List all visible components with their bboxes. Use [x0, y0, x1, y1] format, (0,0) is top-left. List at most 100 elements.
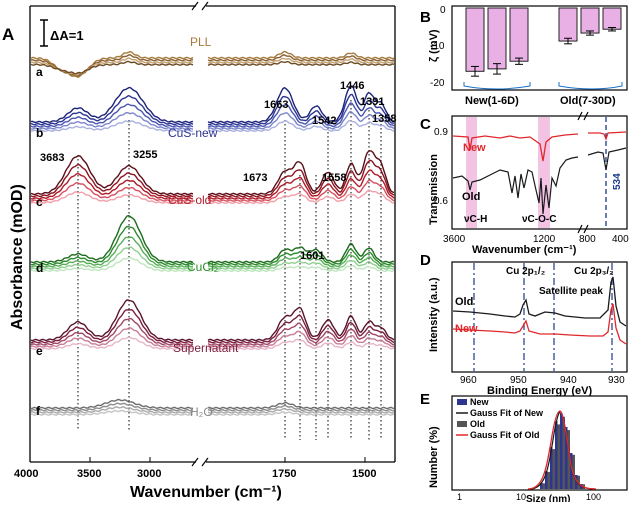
label-cu2p32: Cu 2p₃/₂	[574, 266, 614, 277]
spectrum-trace	[30, 317, 395, 346]
panel-a-xlabel: Wavenumber (cm⁻¹)	[130, 484, 282, 501]
panel-c-ylabel: Transmission	[428, 154, 440, 225]
panel-e-xtick-100: 100	[586, 492, 601, 502]
hist-bar-old	[547, 471, 550, 489]
panel-b: B ζ (mV) 0 -10 -20 New(1-6D) Old(7-30D)	[420, 5, 628, 107]
zeta-bar-2	[487, 7, 507, 70]
x-ticks	[29, 457, 366, 462]
spectrum-trace	[30, 110, 395, 130]
group-old-bracket	[558, 82, 623, 90]
panel-c-letter: C	[420, 116, 431, 133]
axis-break-marks	[191, 1, 209, 467]
panel-b-ytick-neg10: -10	[430, 41, 445, 52]
peak-label-1673: 1673	[243, 172, 267, 184]
spectrum-trace	[30, 60, 395, 75]
hist-bar-old	[562, 416, 565, 489]
spectrum-trace	[30, 326, 395, 348]
panel-d-xtick-930: 930	[608, 375, 625, 386]
x-tick-3000: 3000	[137, 468, 161, 480]
panel-e-xlabel: Size (nm)	[526, 494, 570, 502]
row-letter-d: d	[36, 261, 43, 275]
spectrum-trace	[30, 159, 395, 198]
label-new-d: New	[455, 323, 478, 335]
spectrum-trace	[30, 169, 395, 200]
label-coc: νC-O-C	[522, 214, 556, 225]
peak-label-1542: 1542	[312, 115, 336, 127]
panel-e-legend: New Gauss Fit of New Old Gauss Fit of Ol…	[456, 397, 544, 440]
zeta-bar-3	[509, 7, 529, 62]
peak-label-1391: 1391	[360, 96, 384, 108]
spectrum-trace	[30, 179, 395, 202]
hist-bar-new	[540, 483, 543, 489]
label-534: 534	[612, 173, 623, 190]
x-tick-3500: 3500	[77, 468, 101, 480]
spectrum-trace	[30, 119, 395, 133]
hist-bar-old	[557, 424, 560, 489]
spectra-traces	[30, 50, 395, 416]
x-tick-4000: 4000	[14, 468, 38, 480]
spectrum-new	[452, 131, 627, 162]
spectrum-trace	[30, 225, 395, 266]
spectrum-old	[452, 147, 627, 215]
peak-label-1358: 1358	[372, 113, 396, 125]
label-satellite: Satellite peak	[539, 286, 603, 297]
label-old-d: Old	[455, 296, 473, 308]
label-cu2p12: Cu 2p₁/₂	[506, 266, 545, 277]
group-new-label: New(1-6D)	[465, 95, 519, 107]
panel-a-letter: A	[2, 25, 14, 44]
spectrum-trace	[30, 256, 395, 273]
panel-e-ylabel: Number (%)	[428, 426, 440, 488]
spectrum-trace	[30, 189, 395, 205]
ch-highlight	[466, 117, 477, 228]
row-letter-e: e	[36, 344, 43, 358]
spectrum-trace	[30, 102, 395, 128]
x-tick-1750: 1750	[272, 468, 296, 480]
gauss-fit-old	[527, 410, 597, 490]
zeta-bar-4	[558, 7, 578, 42]
hist-bar-new	[565, 427, 568, 489]
spectrum-trace	[30, 308, 395, 344]
zeta-bar-6	[602, 7, 622, 30]
row-letter-b: b	[36, 126, 43, 140]
spectrum-trace	[30, 406, 395, 414]
scale-bar: ΔA=1	[40, 19, 84, 47]
row-letter-f: f	[36, 404, 41, 418]
panel-c: C Transmission 0.9 0.6 New Old νC-H νC-O…	[420, 111, 629, 256]
row-name-h2o: H₂O	[190, 405, 213, 419]
row-name-pll: PLL	[190, 35, 212, 49]
spectrum-trace	[30, 93, 395, 126]
scale-bar-label: ΔA=1	[50, 28, 84, 43]
legend-gauss-new: Gauss Fit of New	[470, 408, 544, 418]
label-old-c: Old	[462, 191, 480, 203]
panel-c-xtick-1200: 1200	[533, 234, 556, 245]
spectrum-trace	[30, 85, 395, 124]
panel-b-letter: B	[420, 9, 431, 26]
peak-label-3683: 3683	[40, 152, 64, 164]
peak-label-1601: 1601	[300, 250, 324, 262]
peak-label-3255: 3255	[133, 149, 157, 161]
row-name-cus-new: CuS-new	[168, 126, 218, 140]
hist-bar-new	[555, 421, 558, 489]
panel-c-frame	[451, 115, 628, 230]
panel-c-ytick-09: 0.9	[434, 127, 448, 138]
panel-d-letter: D	[420, 252, 431, 269]
row-letter-a: a	[36, 65, 43, 79]
spectrum-trace	[30, 402, 395, 412]
size-histogram	[540, 413, 585, 489]
hist-bar-old	[567, 430, 570, 489]
label-ch: νC-H	[464, 214, 487, 225]
legend-gauss-old: Gauss Fit of Old	[470, 430, 540, 440]
panel-d: D Intensity (a.u.) Old New Cu 2p₁/₂ Cu 2…	[420, 252, 628, 397]
spectrum-trace	[30, 150, 395, 196]
panel-b-ylabel: ζ (mV)	[428, 29, 440, 62]
panel-b-bars	[465, 7, 622, 77]
legend-new: New	[470, 397, 490, 407]
panel-d-dashlines	[473, 263, 613, 371]
panel-b-frame	[451, 5, 628, 91]
hist-bar-new	[545, 471, 548, 489]
row-name-cucl2: CuCl₂	[187, 260, 219, 274]
peak-guide-lines	[77, 100, 382, 440]
zeta-bar-1	[465, 7, 485, 72]
panel-e-letter: E	[420, 391, 430, 408]
panel-d-xtick-960: 960	[460, 375, 477, 386]
